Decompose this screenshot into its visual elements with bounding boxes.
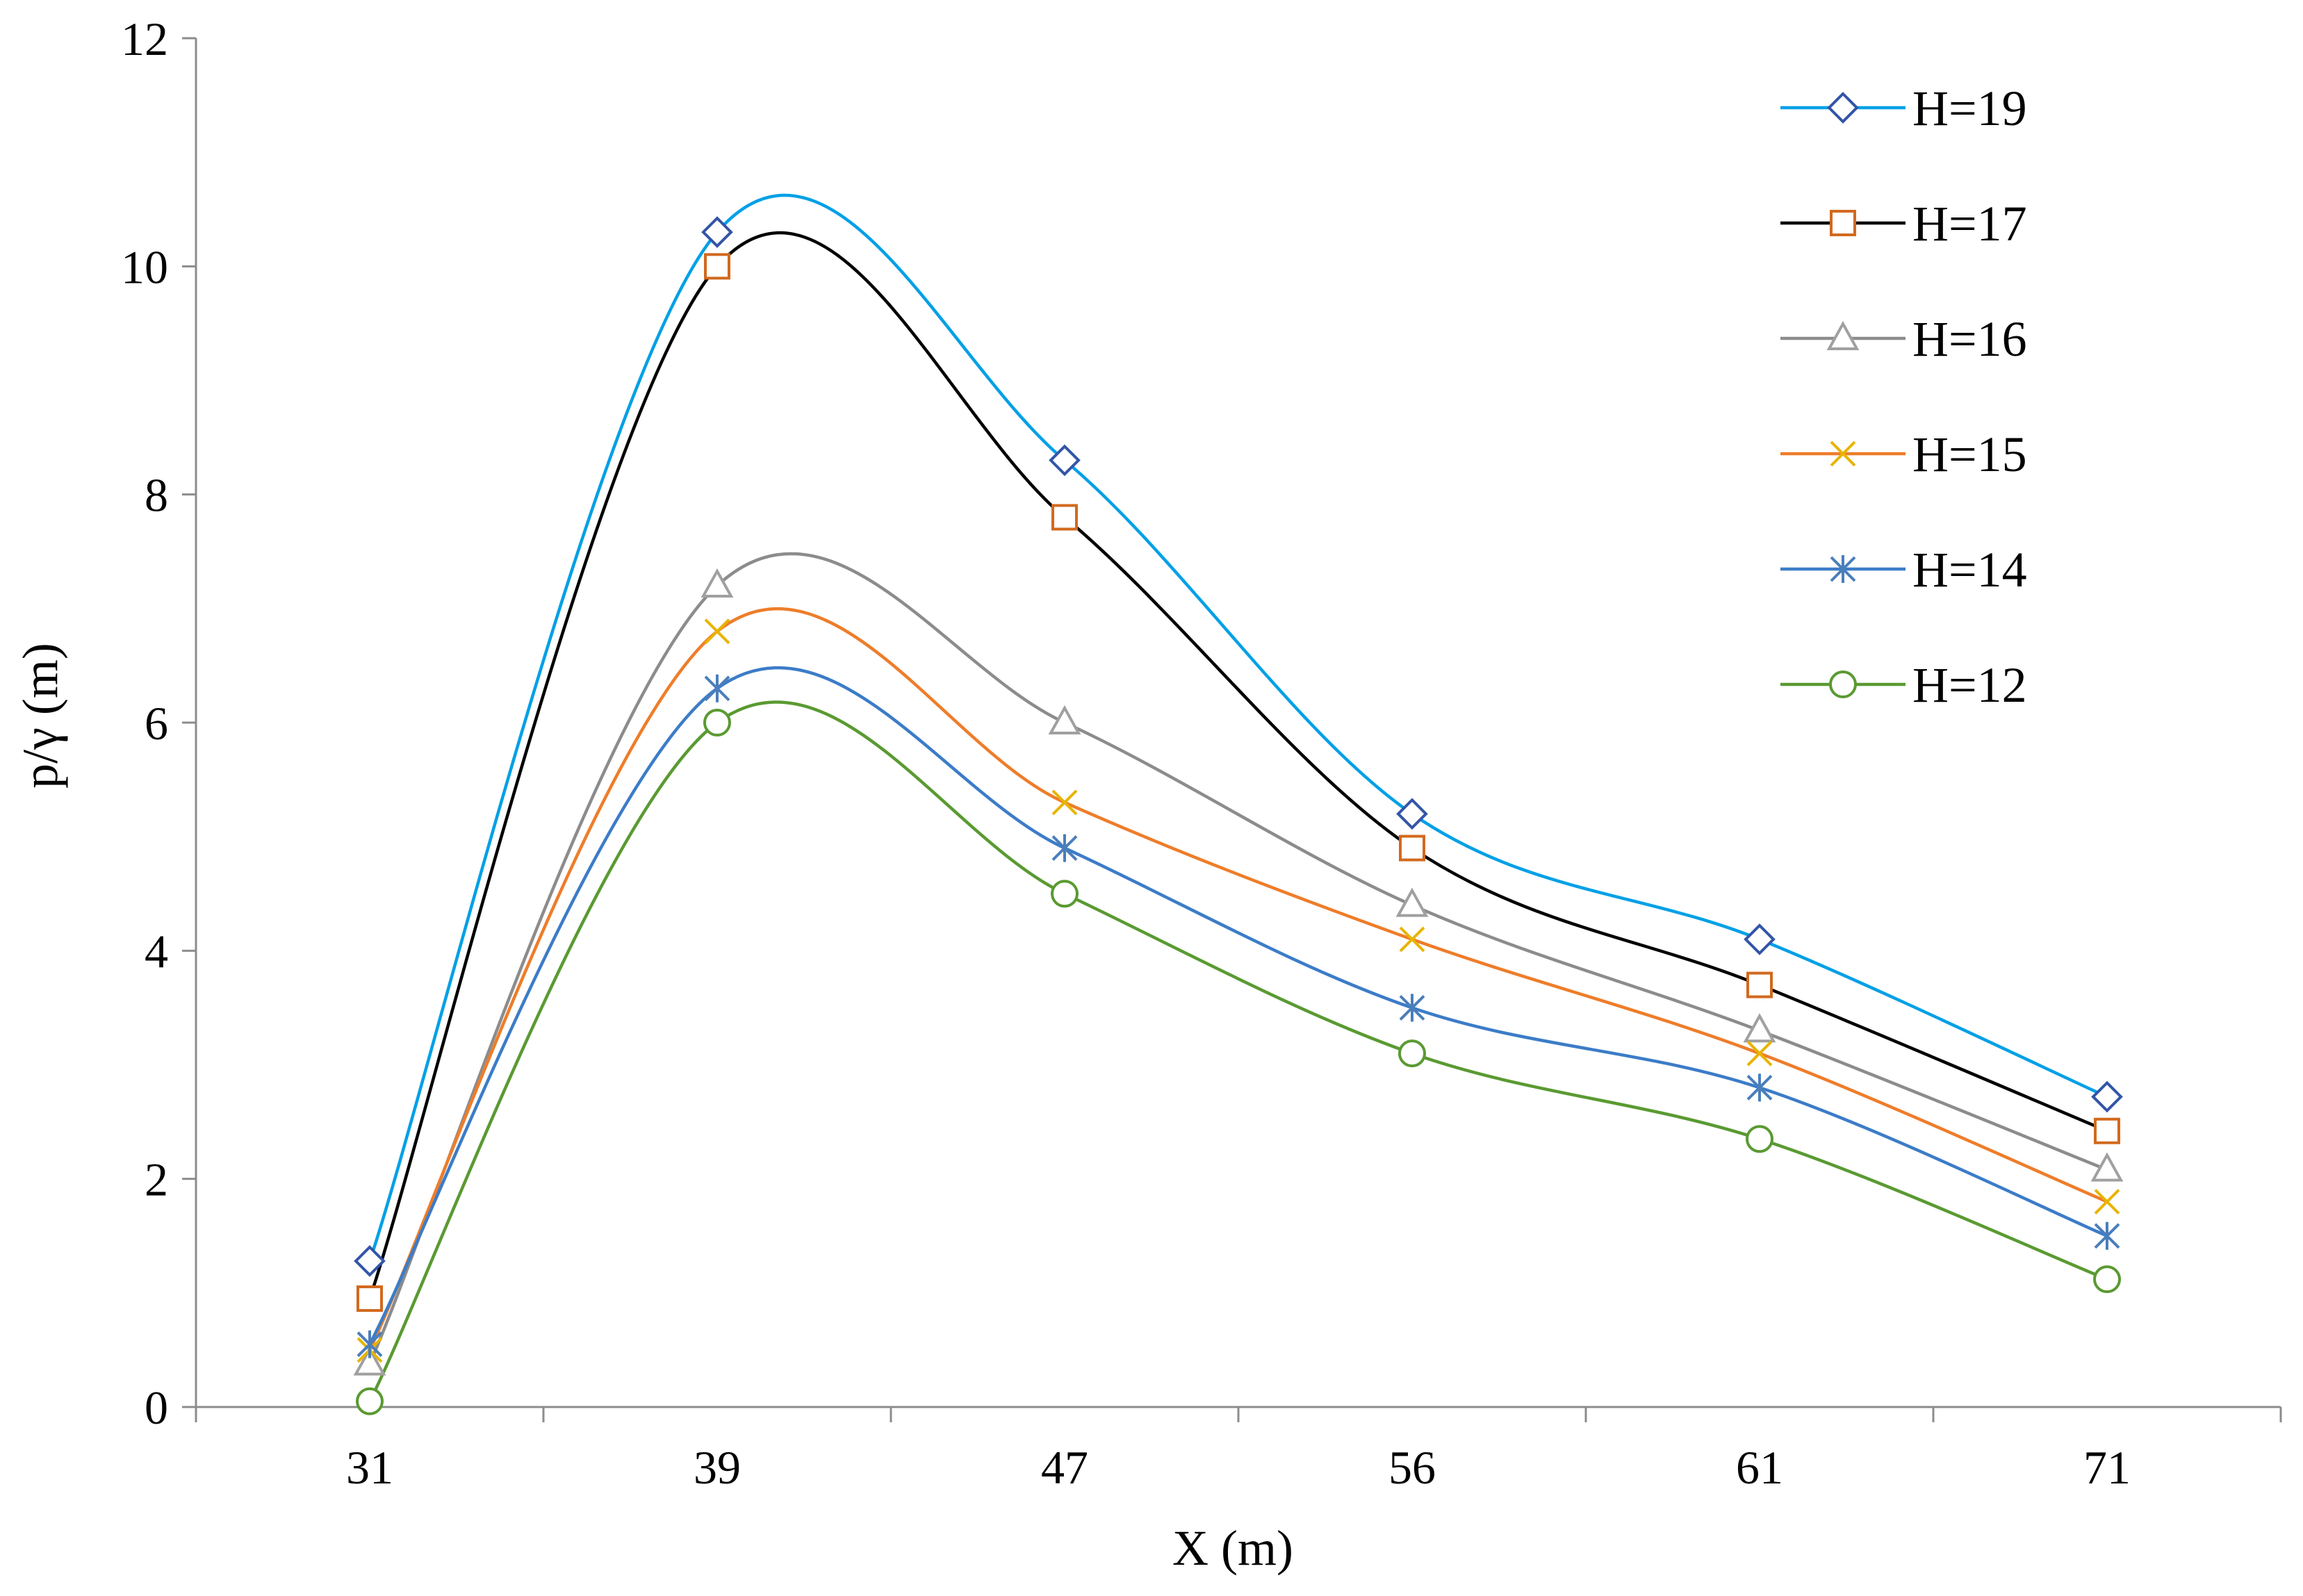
- y-tick-label: 8: [145, 469, 168, 522]
- series-line: [368, 666, 2108, 1345]
- legend-marker: [1829, 671, 1857, 698]
- legend-label: H=16: [1912, 311, 2027, 367]
- y-tick-label: 0: [145, 1381, 168, 1434]
- data-point: [1399, 994, 1425, 1022]
- series-line: [368, 700, 2108, 1402]
- x-tick-label: 71: [2083, 1441, 2131, 1494]
- y-tick-label: 4: [145, 925, 168, 978]
- data-point: [1399, 926, 1425, 953]
- data-point: [1399, 834, 1425, 862]
- y-tick-label: 2: [145, 1153, 168, 1206]
- data-point: [1051, 789, 1078, 816]
- data-point: [2090, 1152, 2124, 1182]
- data-point: [701, 216, 733, 248]
- data-point: [1049, 444, 1081, 477]
- legend-item: H=14: [1780, 542, 2027, 598]
- x-tick-label: 56: [1388, 1441, 1436, 1494]
- y-tick-label: 12: [121, 13, 168, 65]
- data-point: [1746, 1125, 1773, 1153]
- data-point: [704, 618, 730, 645]
- data-point: [1743, 1013, 1776, 1043]
- series-line: [368, 231, 2108, 1299]
- data-point: [353, 1346, 386, 1376]
- x-tick-label: 61: [1736, 1441, 1783, 1494]
- legend-item: H=16: [1780, 311, 2027, 367]
- data-point: [2094, 1189, 2120, 1215]
- series-lines: [368, 193, 2108, 1402]
- series-markers: [353, 216, 2124, 1415]
- data-point: [356, 1387, 384, 1415]
- data-point: [1051, 834, 1078, 862]
- data-point: [2093, 1265, 2121, 1294]
- series-line: [368, 193, 2108, 1262]
- legend-item: H=15: [1780, 427, 2027, 482]
- x-tick-label: 47: [1041, 1441, 1088, 1494]
- x-tick-label: 39: [694, 1441, 741, 1494]
- y-axis-title: p/γ (m): [13, 643, 68, 789]
- legend-label: H=12: [1912, 657, 2027, 713]
- legend-marker: [1826, 320, 1860, 350]
- y-tick-label: 10: [121, 240, 168, 293]
- legend-marker: [1830, 441, 1856, 467]
- data-point: [354, 1245, 386, 1277]
- y-tick-label: 6: [145, 697, 168, 750]
- axes: 0 2 4 6 8 10 12 31 39 47 56 61 71: [121, 13, 2282, 1494]
- legend-marker: [1830, 555, 1856, 583]
- data-point: [700, 568, 734, 598]
- legend: H=19 H=17 H=16 H=15 H=14 H=12: [1780, 81, 2027, 713]
- data-point: [1051, 504, 1078, 531]
- series-line: [368, 607, 2108, 1351]
- x-tick-label: 31: [346, 1441, 393, 1494]
- legend-item: H=19: [1780, 81, 2027, 136]
- data-point: [356, 1330, 383, 1358]
- legend-marker: [1830, 210, 1856, 236]
- data-point: [1746, 1040, 1773, 1067]
- legend-item: H=17: [1780, 196, 2027, 252]
- data-point: [703, 709, 731, 737]
- data-point: [1051, 880, 1079, 908]
- x-axis-title: X (m): [1172, 1520, 1293, 1576]
- legend-label: H=17: [1912, 196, 2027, 252]
- data-point: [1395, 887, 1429, 917]
- legend-item: H=12: [1780, 657, 2027, 713]
- legend-label: H=14: [1912, 542, 2027, 598]
- data-point: [704, 253, 730, 280]
- legend-marker: [1827, 92, 1859, 124]
- data-point: [2094, 1117, 2120, 1144]
- legend-label: H=15: [1912, 427, 2027, 482]
- data-point: [1048, 705, 1081, 734]
- data-point: [1396, 798, 1428, 830]
- data-point: [1746, 1073, 1773, 1102]
- data-point: [2091, 1080, 2123, 1113]
- legend-label: H=19: [1912, 81, 2027, 136]
- data-point: [1746, 971, 1773, 998]
- data-point: [356, 1285, 383, 1313]
- data-point: [2094, 1221, 2120, 1250]
- data-point: [1398, 1039, 1426, 1068]
- data-point: [704, 674, 730, 702]
- data-point: [1744, 923, 1776, 955]
